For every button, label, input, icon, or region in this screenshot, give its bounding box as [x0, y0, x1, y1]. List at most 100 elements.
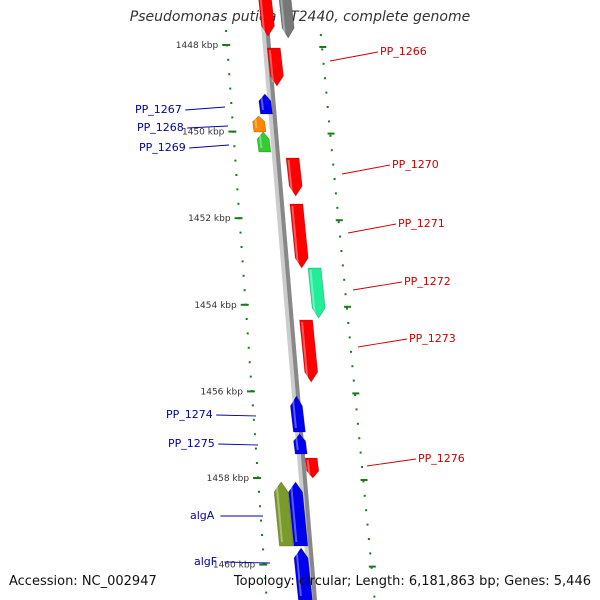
label-pp-1267[interactable]: PP_1267: [135, 103, 182, 116]
feature-pp-1267[interactable]: [258, 93, 273, 115]
tick-dot: [363, 494, 366, 497]
tick-dot: [234, 159, 237, 162]
tick-dot: [257, 490, 260, 493]
tick-dot: [358, 437, 361, 440]
tick-dot: [225, 30, 228, 32]
feature-pp-1274[interactable]: [289, 395, 306, 433]
tick-dot: [245, 318, 248, 320]
label-pp-1275[interactable]: PP_1275: [168, 437, 215, 450]
label-algf[interactable]: algF: [194, 555, 217, 568]
tick-dot: [351, 365, 354, 368]
tick-dot: [329, 134, 332, 137]
tick-dot: [337, 221, 340, 224]
feature-alga[interactable]: [273, 481, 294, 547]
feature-pp-1271[interactable]: [289, 203, 309, 269]
tick-dot: [321, 48, 324, 51]
tick-dot: [339, 235, 342, 238]
tick-dot: [362, 480, 365, 483]
feature-block-extra-2[interactable]: [293, 547, 313, 600]
tick-label-1456: 1456 kbp: [201, 387, 244, 397]
feature-block-extra-1[interactable]: [278, 0, 295, 39]
tick-label-1454: 1454 kbp: [194, 301, 237, 311]
tick-dot: [336, 206, 339, 209]
tick-dot: [319, 34, 322, 36]
tick-dot: [246, 332, 249, 335]
label-pp-1270[interactable]: PP_1270: [392, 158, 439, 171]
label-pp-1273[interactable]: PP_1273: [409, 332, 456, 345]
tick-dot: [260, 519, 263, 522]
tick-dot: [356, 422, 359, 425]
backbone-line: [262, 0, 317, 600]
label-pp-1274[interactable]: PP_1274: [166, 408, 213, 421]
tick-dot: [333, 178, 336, 180]
tick-dot: [361, 466, 364, 468]
tick-dot: [373, 595, 376, 598]
leader-pp-1270: [341, 164, 391, 175]
leader-pp-1276: [366, 458, 417, 467]
tick-dot: [323, 77, 326, 80]
tick-dot: [354, 394, 357, 396]
label-pp-1269[interactable]: PP_1269: [139, 141, 186, 154]
feature-pp-1266[interactable]: [266, 47, 284, 87]
tick-dot: [369, 552, 372, 555]
feature-algf[interactable]: [288, 481, 309, 547]
tick-dot: [252, 418, 255, 421]
label-pp-1272[interactable]: PP_1272: [404, 275, 451, 288]
leader-algf: [224, 561, 271, 564]
label-pp-1268[interactable]: PP_1268: [137, 121, 184, 134]
genome-summary-text: Topology: circular; Length: 6,181,863 bp…: [233, 574, 591, 589]
feature-pp-1268[interactable]: [252, 115, 267, 133]
leader-pp-1272: [352, 281, 403, 291]
tick-dot: [237, 202, 240, 205]
scale-ticks: 1448 kbp 1450 kbp 1452 kbp 1454 kbp 1456 kbp…: [176, 30, 376, 598]
leader-pp-1268: [187, 125, 229, 129]
tick-dot: [231, 116, 234, 119]
tick-dot: [370, 566, 373, 569]
label-pp-1271[interactable]: PP_1271: [398, 217, 445, 230]
feature-pp-1276[interactable]: [304, 457, 320, 479]
feature-block-extra-0[interactable]: [258, 0, 275, 37]
leader-pp-1267: [185, 106, 226, 111]
tick-dot: [236, 188, 239, 191]
tick-dot: [247, 346, 250, 349]
tick-dot: [328, 120, 331, 123]
tick-dot: [227, 58, 230, 61]
tick-dot: [233, 145, 236, 148]
label-pp-1276[interactable]: PP_1276: [418, 452, 465, 465]
tick-dot: [248, 361, 251, 364]
leader-pp-1266: [329, 51, 379, 62]
tick-dot: [264, 577, 267, 580]
tick-dot: [343, 278, 346, 281]
tick-dot: [322, 62, 325, 65]
tick-dot: [241, 260, 244, 263]
tick-dot: [325, 91, 328, 94]
tick-dot: [240, 246, 243, 248]
tick-dot: [239, 231, 242, 234]
feature-pp-1269[interactable]: [256, 131, 272, 153]
tick-dot: [228, 73, 231, 76]
tick-label-1452: 1452 kbp: [188, 214, 231, 224]
tick-dot: [253, 433, 256, 436]
tick-label-1448: 1448 kbp: [176, 41, 219, 51]
tick-dot: [235, 174, 238, 176]
feature-pp-1273[interactable]: [299, 319, 319, 383]
map-title: Pseudomonas putida KT2440, complete geno…: [129, 9, 471, 25]
feature-pp-1270[interactable]: [285, 157, 303, 197]
label-alga[interactable]: algA: [190, 509, 215, 522]
tick-label-1450: 1450 kbp: [182, 128, 225, 138]
tick-dot: [367, 538, 370, 540]
tick-dot: [352, 379, 355, 382]
feature-pp-1275[interactable]: [293, 433, 308, 455]
tick-dot: [330, 149, 333, 152]
tick-dot: [259, 505, 262, 508]
tick-dot: [348, 336, 351, 339]
tick-label-1458: 1458 kbp: [207, 474, 250, 484]
feature-pp-1272[interactable]: [307, 267, 326, 319]
leader-pp-1275: [218, 443, 259, 446]
label-pp-1266[interactable]: PP_1266: [380, 45, 427, 58]
tick-dot: [249, 375, 252, 378]
tick-dot: [326, 106, 329, 108]
tick-dot: [344, 293, 347, 296]
tick-dot: [229, 87, 232, 90]
